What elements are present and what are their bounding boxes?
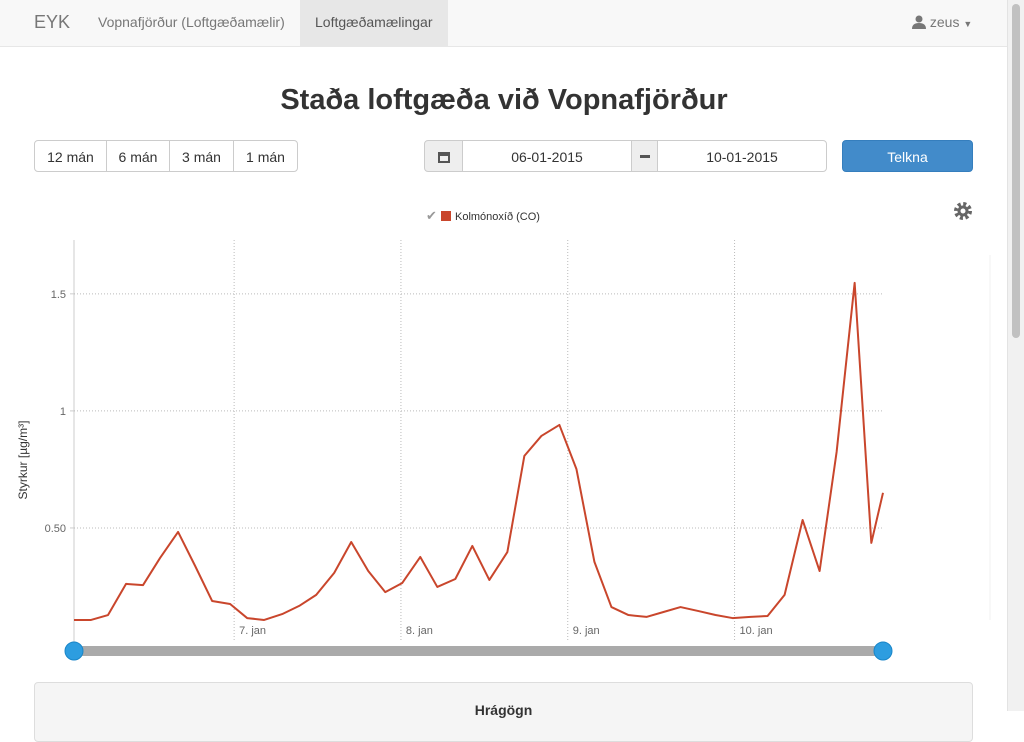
calendar-addon[interactable] <box>424 140 463 172</box>
brand[interactable]: EYK <box>34 12 71 32</box>
range-slider-handle[interactable] <box>64 641 84 661</box>
date-to[interactable]: 10-01-2015 <box>657 140 827 172</box>
range-button[interactable]: 1 mán <box>233 140 298 172</box>
legend-label[interactable]: Kolmónoxíð (CO) <box>455 211 540 223</box>
range-slider-handle[interactable] <box>873 641 893 661</box>
page-title: Staða loftgæða við Vopnafjörður <box>280 84 728 116</box>
y-tick-label: 0.50 <box>45 523 66 535</box>
calendar-icon <box>437 152 450 163</box>
y-tick-label: 1.5 <box>51 289 66 301</box>
submit-button[interactable]: Telkna <box>842 140 973 172</box>
legend-swatch <box>441 211 451 221</box>
x-tick-label: 8. jan <box>406 625 433 637</box>
user-name: zeus <box>929 14 960 30</box>
range-button[interactable]: 3 mán <box>169 140 234 172</box>
y-axis-label: Styrkur [µg/m³] <box>16 421 30 500</box>
x-tick-label: 10. jan <box>740 625 773 637</box>
nav-link[interactable]: Vopnafjörður (Loftgæðamælir) <box>98 14 285 30</box>
x-tick-label: 7. jan <box>239 625 266 637</box>
data-line <box>74 281 884 621</box>
date-from[interactable]: 06-01-2015 <box>462 140 632 172</box>
x-tick-label: 9. jan <box>573 625 600 637</box>
y-tick-label: 1 <box>60 406 66 418</box>
panel-title: Hrágögn <box>474 702 533 718</box>
user-icon <box>912 15 926 29</box>
scrollbar[interactable] <box>1007 0 1024 711</box>
minus-icon <box>639 155 650 158</box>
range-slider-track[interactable] <box>74 646 883 656</box>
nav-link[interactable]: Loftgæðamælingar <box>300 0 448 46</box>
chart: ✔ Styrkur [µg/m³] 0.50 1 1.5 7. jan 8. jan 9.… <box>16 202 991 661</box>
navbar: EYK Vopnafjörður (Loftgæðamælir) Loftgæð… <box>0 0 1008 47</box>
range-button[interactable]: 6 mán <box>106 140 170 172</box>
settings-icon[interactable] <box>954 202 972 220</box>
range-button[interactable]: 12 mán <box>34 140 107 172</box>
scroll-thumb[interactable] <box>1012 4 1020 338</box>
legend-check: ✔ <box>426 208 437 223</box>
raw-data-panel: Hrágögn <box>34 682 973 742</box>
user-menu[interactable]: zeus ▼ <box>912 0 972 46</box>
